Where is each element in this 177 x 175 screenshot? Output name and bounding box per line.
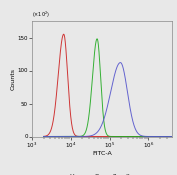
- Text: $(\times 10^2)$: $(\times 10^2)$: [32, 10, 50, 20]
- Title: Human Caco-2 cells: Human Caco-2 cells: [70, 174, 133, 175]
- Y-axis label: Counts: Counts: [11, 68, 16, 90]
- X-axis label: FITC-A: FITC-A: [92, 151, 112, 156]
